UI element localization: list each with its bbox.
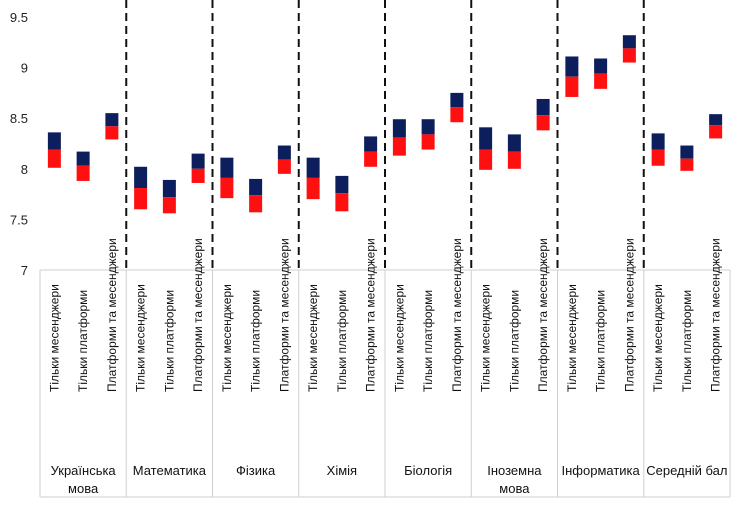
bar-upper-segment xyxy=(191,153,205,169)
bar-upper-segment xyxy=(565,56,579,77)
bar-upper-segment xyxy=(680,145,694,159)
bar-lower-segment xyxy=(335,193,349,212)
category-label: Платформи та месенджери xyxy=(364,238,378,392)
group-label: Середній бал xyxy=(646,463,727,478)
bar-upper-segment xyxy=(134,166,148,189)
category-label: Тільки месенджери xyxy=(306,284,320,392)
category-label: Платформи та месенджери xyxy=(450,238,464,392)
bar-upper-segment xyxy=(536,98,550,116)
y-tick-label: 9.5 xyxy=(10,10,28,25)
bar-lower-segment xyxy=(680,158,694,171)
bar-upper-segment xyxy=(507,134,521,152)
category-label: Тільки месенджери xyxy=(479,284,493,392)
group-label: Інформатика xyxy=(562,463,641,478)
bar-lower-segment xyxy=(450,107,464,123)
category-label: Тільки платформи xyxy=(507,290,521,392)
group-label: Біологія xyxy=(404,463,452,478)
bar-lower-segment xyxy=(622,48,636,63)
bar-lower-segment xyxy=(421,134,435,150)
group-label: мова xyxy=(499,481,530,496)
y-tick-label: 8.5 xyxy=(10,111,28,126)
bar-upper-segment xyxy=(249,178,263,196)
bar-lower-segment xyxy=(536,115,550,131)
group-label: Іноземна xyxy=(487,463,542,478)
bar-lower-segment xyxy=(479,149,493,170)
bar-lower-segment xyxy=(364,151,378,167)
category-label: Тільки платформи xyxy=(335,290,349,392)
bar-lower-segment xyxy=(565,76,579,97)
category-label: Тільки платформи xyxy=(249,290,263,392)
bar-lower-segment xyxy=(47,149,61,168)
bar-lower-segment xyxy=(594,73,608,89)
bar-lower-segment xyxy=(220,177,234,199)
category-label: Платформи та месенджери xyxy=(191,238,205,392)
group-dividers xyxy=(125,0,645,270)
bar-lower-segment xyxy=(134,188,148,210)
category-label: Тільки месенджери xyxy=(47,284,61,392)
category-label: Платформи та месенджери xyxy=(105,238,119,392)
category-label: Тільки платформи xyxy=(76,290,90,392)
bar-upper-segment xyxy=(162,179,176,198)
group-label: Фізика xyxy=(236,463,276,478)
category-label: Платформи та месенджери xyxy=(622,238,636,392)
x-axis-labels: Тільки месенджери Тільки платформи Платфор… xyxy=(47,238,727,496)
bar-upper-segment xyxy=(306,157,320,178)
category-label: Тільки месенджери xyxy=(392,284,406,392)
bar-upper-segment xyxy=(421,119,435,135)
y-tick-label: 9 xyxy=(21,61,28,76)
bar-lower-segment xyxy=(709,125,723,139)
category-label: Платформи та месенджери xyxy=(709,238,723,392)
bar-lower-segment xyxy=(306,177,320,200)
bar-lower-segment xyxy=(105,126,119,140)
category-label: Тільки месенджери xyxy=(134,284,148,392)
y-tick-label: 7.5 xyxy=(10,212,28,227)
y-axis: 7 7.5 8 8.5 9 9.5 xyxy=(10,10,28,278)
category-label: Тільки платформи xyxy=(421,290,435,392)
bar-upper-segment xyxy=(392,119,406,138)
bar-lower-segment xyxy=(507,151,521,169)
bar-lower-segment xyxy=(162,197,176,214)
bar-upper-segment xyxy=(450,92,464,108)
group-label: Математика xyxy=(133,463,207,478)
bar-upper-segment xyxy=(277,145,291,160)
group-label: Українська xyxy=(51,463,117,478)
category-label: Платформи та месенджери xyxy=(277,238,291,392)
group-label: мова xyxy=(68,481,99,496)
bar-upper-segment xyxy=(709,114,723,126)
bar-upper-segment xyxy=(651,133,665,150)
bar-upper-segment xyxy=(479,127,493,150)
bar-lower-segment xyxy=(191,168,205,183)
category-label: Тільки платформи xyxy=(594,290,608,392)
category-label: Платформи та месенджери xyxy=(536,238,550,392)
category-label: Тільки платформи xyxy=(162,290,176,392)
y-tick-label: 7 xyxy=(21,263,28,278)
bar-lower-segment xyxy=(651,149,665,166)
bar-upper-segment xyxy=(105,113,119,127)
bar-upper-segment xyxy=(76,151,90,166)
category-label: Тільки месенджери xyxy=(651,284,665,392)
bar-upper-segment xyxy=(364,136,378,152)
bar-upper-segment xyxy=(622,35,636,49)
bar-upper-segment xyxy=(220,157,234,178)
bar-lower-segment xyxy=(76,165,90,181)
bars xyxy=(47,35,723,214)
bar-lower-segment xyxy=(249,195,263,213)
bar-lower-segment xyxy=(277,159,291,174)
bar-upper-segment xyxy=(47,132,61,150)
y-tick-label: 8 xyxy=(21,162,28,177)
bar-lower-segment xyxy=(392,137,406,156)
category-label: Тільки месенджери xyxy=(220,284,234,392)
bar-upper-segment xyxy=(335,175,349,194)
axis-lines xyxy=(39,269,731,498)
bar-upper-segment xyxy=(594,58,608,74)
category-label: Тільки месенджери xyxy=(565,284,579,392)
category-label: Тільки платформи xyxy=(680,290,694,392)
group-label: Хімія xyxy=(327,463,357,478)
